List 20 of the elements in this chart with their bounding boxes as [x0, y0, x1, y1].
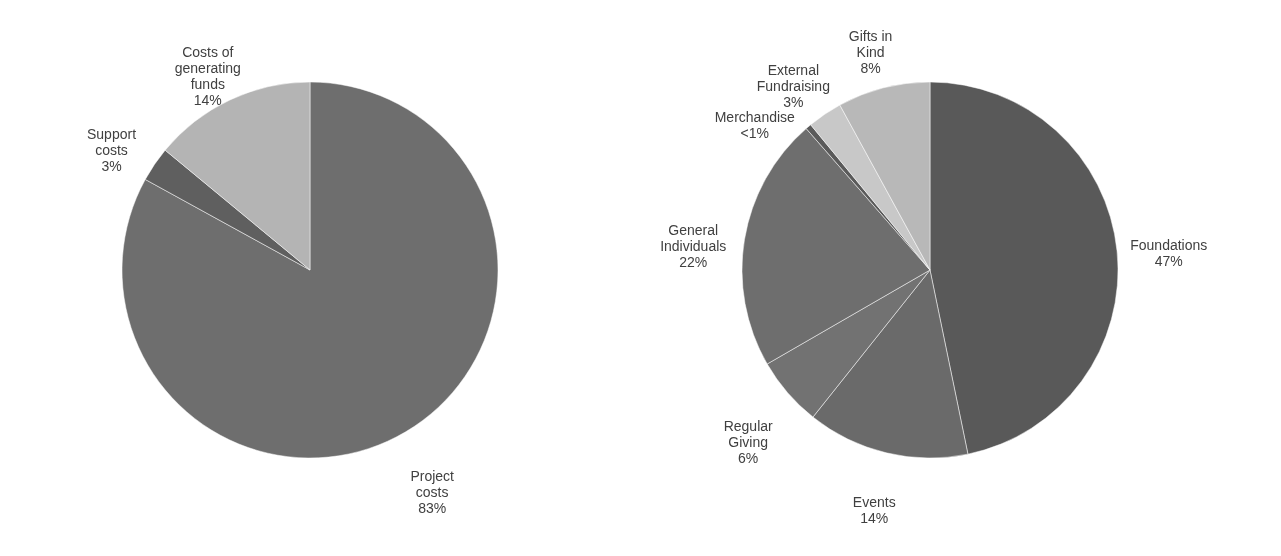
- data-label: 8%: [860, 60, 881, 77]
- data-label: 47%: [1154, 252, 1183, 269]
- data-label: 14%: [860, 510, 889, 527]
- data-label: 3%: [783, 94, 804, 111]
- data-label: 14%: [193, 91, 222, 108]
- slice-label: General Individuals: [660, 221, 727, 254]
- slice-label: Gifts in Kind: [848, 28, 893, 61]
- data-label: 6%: [738, 449, 759, 466]
- slice-label: Foundations: [1130, 236, 1208, 253]
- data-label: 3%: [101, 158, 122, 175]
- data-label: 22%: [679, 253, 708, 270]
- slice-label: Regular Giving: [723, 417, 774, 450]
- slice-label: External Fundraising: [756, 62, 830, 95]
- slice-label: Merchandise: [714, 108, 796, 125]
- data-label: <1%: [740, 124, 769, 141]
- slice-label: Project costs: [410, 467, 455, 500]
- slice-label: Support costs: [86, 126, 137, 159]
- data-label: 83%: [418, 499, 447, 516]
- slice-label: Events: [852, 494, 896, 511]
- slice-label: Costs of generating funds: [174, 43, 241, 92]
